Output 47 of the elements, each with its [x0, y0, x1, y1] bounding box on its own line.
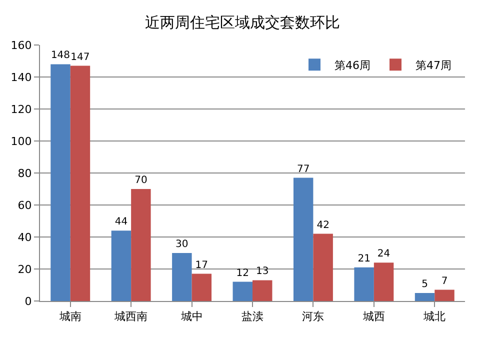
legend-label: 第47周: [416, 58, 452, 72]
bar: [434, 290, 454, 301]
bar: [354, 267, 374, 301]
y-tick-label: 20: [18, 262, 32, 276]
data-label: 148: [50, 50, 70, 62]
bar: [192, 274, 212, 301]
y-tick-label: 120: [10, 102, 32, 116]
x-tick-label: 城南: [58, 310, 82, 324]
data-label: 44: [114, 216, 128, 228]
data-label: 17: [195, 260, 208, 271]
bar: [232, 282, 252, 301]
data-label: 5: [422, 279, 428, 290]
data-label: 30: [176, 239, 188, 250]
x-tick-label: 河东: [302, 310, 324, 324]
x-tick-label: 城西: [362, 310, 385, 324]
data-label: 70: [134, 175, 148, 186]
data-label: 147: [70, 52, 90, 63]
data-label: 42: [316, 220, 330, 231]
data-label: 24: [377, 248, 390, 260]
x-tick-label: 盐渎: [242, 310, 264, 324]
data-label: 77: [296, 164, 310, 175]
chart-title: 近两周住宅区域成交套数环比: [145, 14, 340, 32]
y-tick-label: 100: [10, 134, 32, 148]
bar: [252, 280, 272, 301]
bar: [414, 293, 435, 301]
bar: [50, 64, 70, 301]
data-label: 7: [441, 276, 448, 287]
y-tick-label: 160: [10, 38, 32, 52]
data-label: 21: [358, 253, 370, 264]
y-tick-label: 40: [18, 230, 32, 244]
bar: [111, 230, 132, 301]
y-tick-label: 60: [18, 198, 32, 212]
legend-label: 第46周: [334, 58, 370, 72]
y-tick-label: 80: [18, 166, 32, 180]
x-tick-label: 城西南: [114, 310, 148, 324]
bar: [172, 253, 192, 301]
data-label: 12: [236, 268, 249, 279]
bar: [374, 262, 394, 301]
bar: [293, 178, 314, 301]
x-tick-label: 城北: [422, 310, 446, 324]
bar: [131, 189, 151, 301]
bar: [313, 234, 333, 301]
bar: [70, 66, 90, 301]
y-tick-label: 140: [10, 70, 32, 84]
y-tick-label: 0: [24, 294, 32, 308]
x-tick-label: 城中: [180, 310, 203, 324]
data-label: 13: [256, 266, 269, 278]
